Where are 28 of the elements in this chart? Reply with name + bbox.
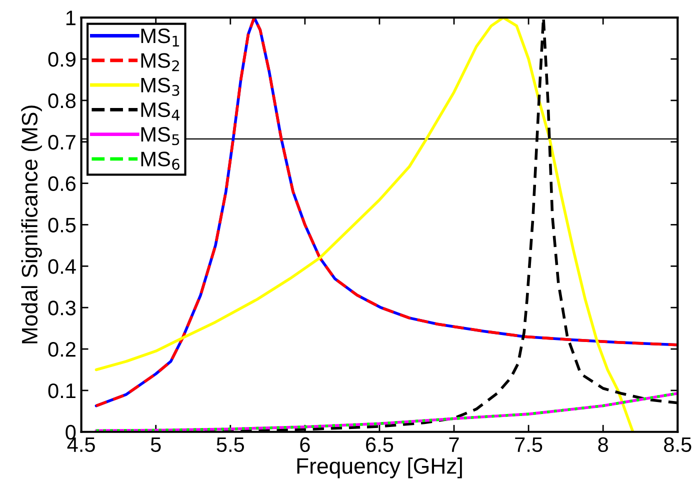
y-tick-label: 0.1 <box>48 383 76 398</box>
y-tick-label: 0.9 <box>48 52 76 67</box>
y-tick-label: 0.2 <box>48 342 76 357</box>
legend-label: MS$_{6}$ <box>141 152 180 170</box>
x-tick-label: 8.5 <box>664 437 692 452</box>
legend-label: MS$_{2}$ <box>141 53 179 72</box>
legend-label: MS$_{4}$ <box>141 102 180 120</box>
y-tick-label: 0.5 <box>48 218 76 232</box>
x-tick-label: 7.5 <box>515 438 542 452</box>
y-tick-label: 0.7 <box>48 134 76 150</box>
x-tick-label: 8 <box>598 437 608 452</box>
x-tick-label: 4.5 <box>67 438 95 452</box>
legend-label: MS$_{3}$ <box>141 78 180 96</box>
y-tick-label: 0.4 <box>48 259 76 274</box>
x-tick-label: 6 <box>300 437 310 452</box>
x-tick-label: 5 <box>150 438 161 452</box>
y-tick-label: 0.8 <box>48 93 76 108</box>
y-tick-label: 0 <box>66 424 76 440</box>
legend-label: MS$_{5}$ <box>141 127 180 146</box>
x-tick-label: 6.5 <box>366 437 394 452</box>
y-axis-title: Modal Significance (MS) <box>21 106 42 344</box>
x-axis-title: Frequency [GHz] <box>297 458 462 478</box>
legend-label: MS$_{1}$ <box>141 28 180 46</box>
x-tick-label: 7 <box>449 438 459 452</box>
y-tick-label: 0.3 <box>48 300 76 316</box>
y-tick-label: 1 <box>66 10 76 26</box>
y-tick-label: 0.6 <box>48 176 76 192</box>
x-tick-label: 5.5 <box>216 438 244 452</box>
